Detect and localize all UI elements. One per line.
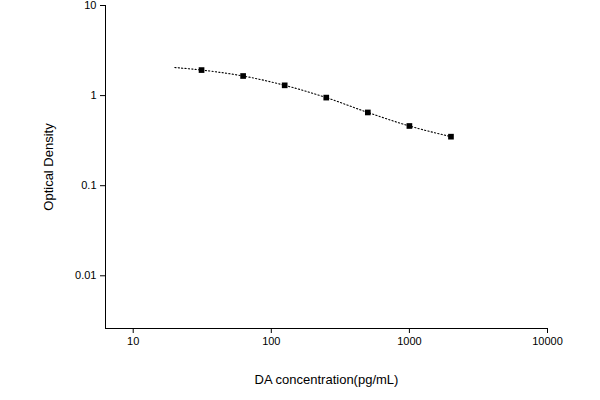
- svg-text:DA concentration(pg/mL): DA concentration(pg/mL): [255, 372, 399, 387]
- svg-text:0.1: 0.1: [81, 179, 96, 191]
- svg-text:1000: 1000: [397, 335, 421, 347]
- svg-text:10000: 10000: [532, 335, 563, 347]
- svg-text:1: 1: [90, 89, 96, 101]
- svg-text:10: 10: [127, 335, 139, 347]
- svg-text:100: 100: [262, 335, 280, 347]
- svg-text:0.01: 0.01: [75, 269, 96, 281]
- svg-text:Optical Density: Optical Density: [41, 123, 56, 211]
- svg-text:10: 10: [84, 0, 96, 11]
